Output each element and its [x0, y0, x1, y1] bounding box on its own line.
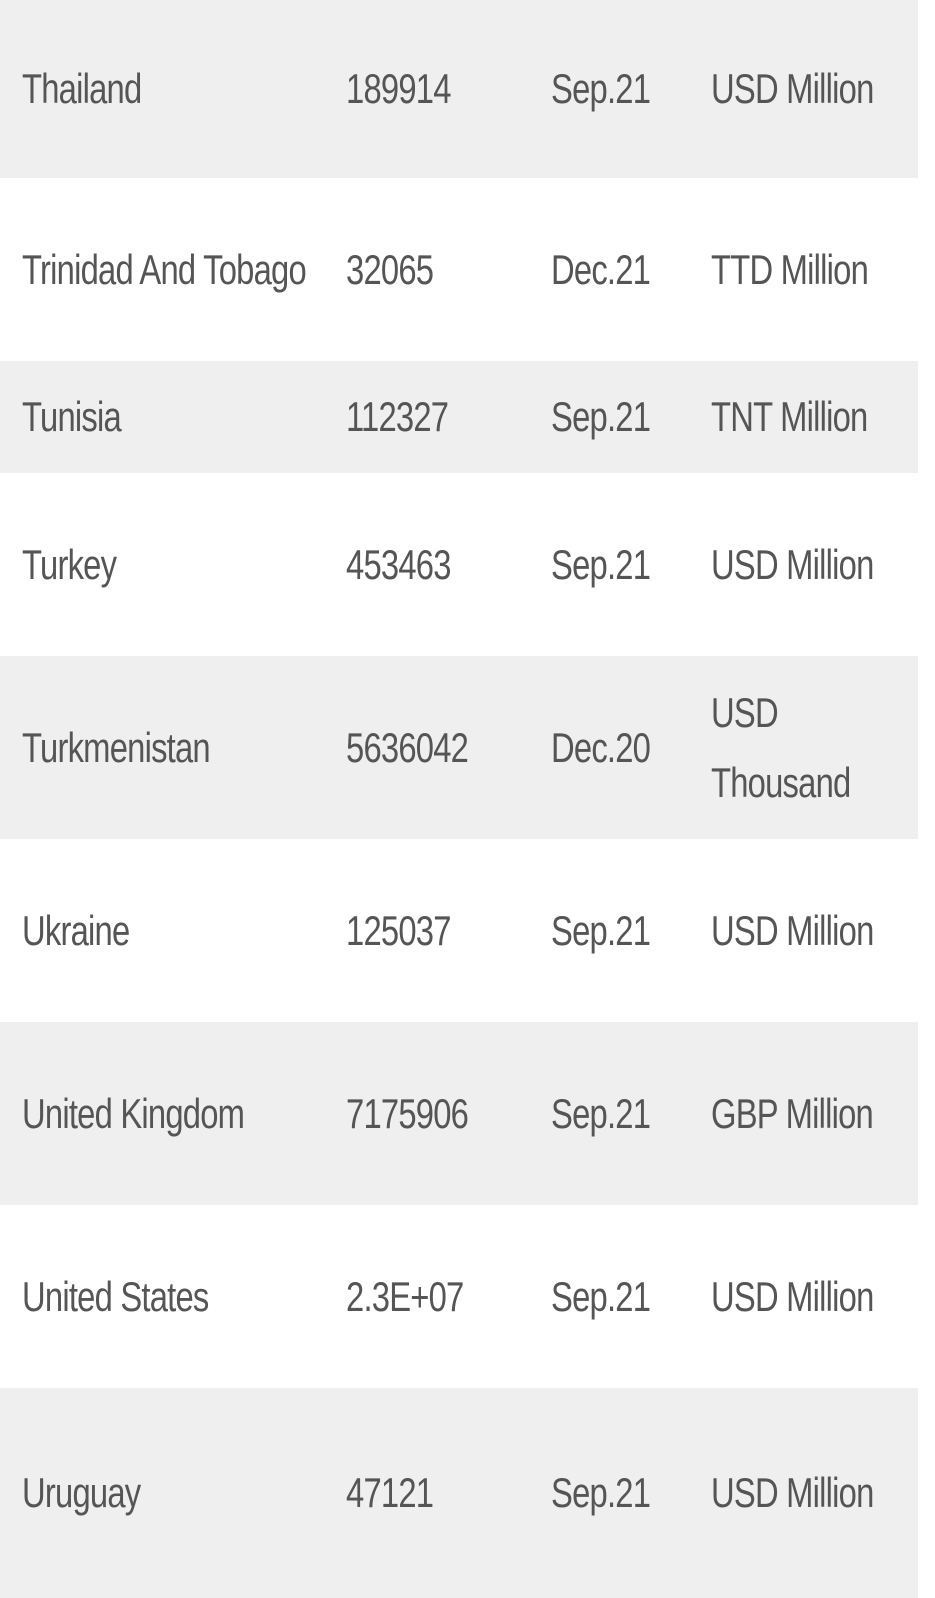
unit-cell: TNT Million	[711, 393, 868, 440]
country-cell: Thailand	[22, 65, 142, 112]
table-row: Turkmenistan 5636042 Dec.20 USD Thousand	[0, 656, 918, 839]
date-cell: Sep.21	[551, 540, 651, 588]
date-cell: Sep.21	[551, 393, 651, 440]
country-cell: Ukraine	[22, 906, 130, 954]
table-row: Trinidad And Tobago 32065 Dec.21 TTD Mil…	[0, 178, 918, 361]
date-cell: Sep.21	[551, 1089, 651, 1137]
value-cell: 189914	[346, 65, 451, 112]
unit-cell: USD Thousand	[711, 688, 851, 806]
unit-cell: TTD Million	[711, 245, 869, 293]
value-cell: 32065	[346, 245, 434, 293]
value-cell: 5636042	[346, 723, 469, 771]
table-row: United States 2.3E+07 Sep.21 USD Million	[0, 1205, 918, 1388]
unit-cell: USD Million	[711, 906, 874, 954]
unit-cell: USD Million	[711, 540, 874, 588]
date-cell: Sep.21	[551, 906, 651, 954]
country-cell: Trinidad And Tobago	[22, 245, 307, 293]
value-cell: 2.3E+07	[346, 1272, 464, 1320]
date-cell: Sep.21	[551, 1469, 651, 1516]
value-cell: 453463	[346, 540, 451, 588]
country-cell: United Kingdom	[22, 1089, 245, 1137]
date-cell: Sep.21	[551, 65, 651, 112]
country-cell: Tunisia	[22, 393, 122, 440]
date-cell: Dec.20	[551, 723, 651, 771]
table-row: Uruguay 47121 Sep.21 USD Million	[0, 1388, 918, 1598]
date-cell: Sep.21	[551, 1272, 651, 1320]
unit-cell: GBP Million	[711, 1089, 874, 1137]
unit-cell: USD Million	[711, 1272, 874, 1320]
country-cell: Turkmenistan	[22, 723, 211, 771]
table-row: Tunisia 112327 Sep.21 TNT Million	[0, 361, 918, 473]
value-cell: 7175906	[346, 1089, 469, 1137]
value-cell: 47121	[346, 1469, 434, 1516]
unit-cell: USD Million	[711, 65, 874, 112]
table-row: United Kingdom 7175906 Sep.21 GBP Millio…	[0, 1022, 918, 1205]
date-cell: Dec.21	[551, 245, 651, 293]
country-cell: Turkey	[22, 540, 117, 588]
unit-cell: USD Million	[711, 1469, 874, 1516]
country-cell: Uruguay	[22, 1469, 141, 1516]
table-row: Turkey 453463 Sep.21 USD Million	[0, 473, 918, 656]
country-cell: United States	[22, 1272, 209, 1320]
value-cell: 125037	[346, 906, 451, 954]
table-row: Ukraine 125037 Sep.21 USD Million	[0, 839, 918, 1022]
value-cell: 112327	[346, 393, 449, 440]
table-row: Thailand 189914 Sep.21 USD Million	[0, 0, 918, 178]
